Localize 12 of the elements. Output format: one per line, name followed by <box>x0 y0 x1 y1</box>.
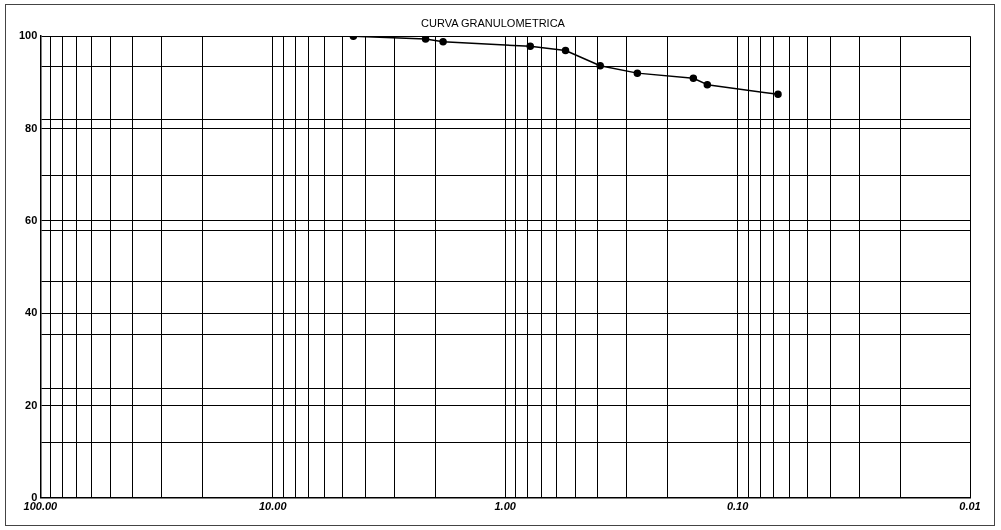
x-tick-label: 0.01 <box>959 500 981 513</box>
y-tick-label: 40 <box>25 306 38 319</box>
x-tick-label: 10.00 <box>259 500 288 513</box>
chart-title: CURVA GRANULOMETRICA <box>421 16 566 29</box>
y-tick-label: 0 <box>31 490 38 503</box>
x-tick-label: 100.00 <box>23 500 59 513</box>
y-tick-label: 20 <box>25 398 38 411</box>
x-tick-label: 0.10 <box>726 500 750 513</box>
y-tick-label: 60 <box>25 213 38 226</box>
y-tick-label: 100 <box>18 29 38 42</box>
y-tick-label: 80 <box>25 121 38 134</box>
x-tick-label: 1.00 <box>494 500 517 513</box>
